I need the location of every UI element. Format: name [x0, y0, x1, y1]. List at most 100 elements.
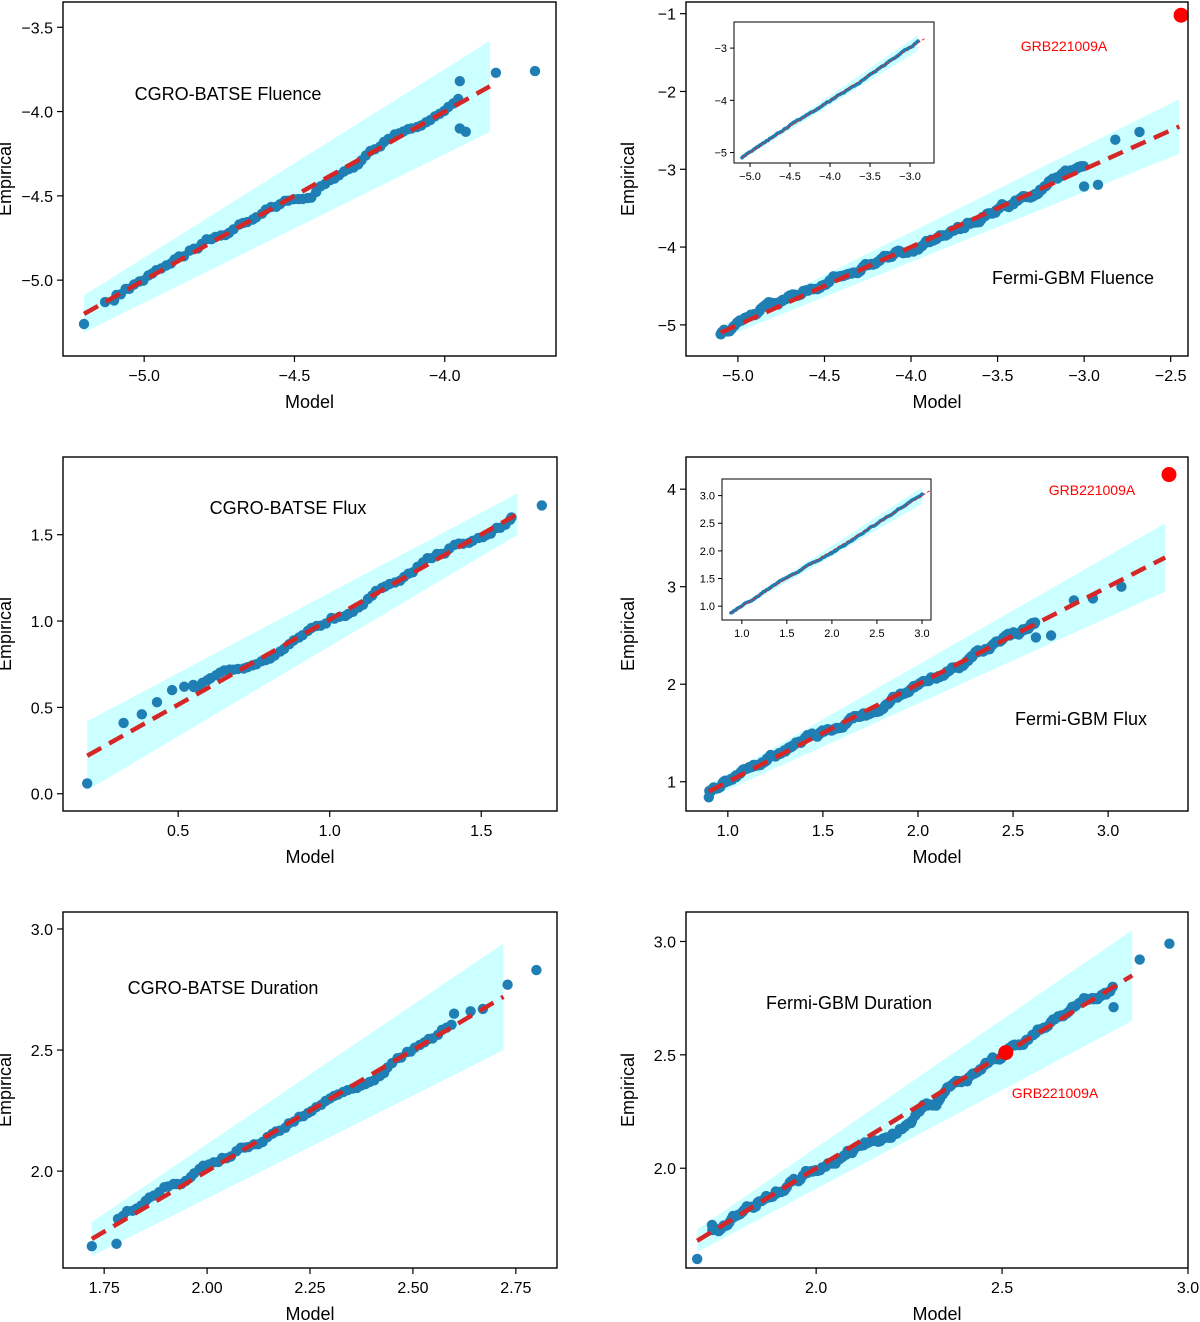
data-point — [529, 65, 541, 77]
plot-area — [692, 930, 1175, 1265]
panel-title: CGRO-BATSE Flux — [210, 498, 367, 518]
panel-title: Fermi-GBM Fluence — [992, 268, 1154, 288]
y-axis-label: Empirical — [618, 597, 638, 671]
y-tick-label: −4.0 — [21, 105, 53, 122]
x-tick-label: 2.0 — [907, 823, 929, 840]
data-point — [490, 67, 502, 79]
data-point — [179, 681, 190, 692]
data-point — [118, 717, 129, 729]
y-tick-label: 2.0 — [31, 1164, 53, 1181]
panel-5: 1.75 2.00 2.25 2.50 2.75 2.0 2.5 3.0 Model Empiri… — [0, 911, 558, 1322]
axes-frame — [685, 1, 1189, 357]
inset-y-tick-label: −5 — [714, 148, 727, 160]
data-point — [465, 1006, 476, 1017]
x-tick-label: 1.5 — [812, 823, 834, 840]
data-point — [136, 709, 147, 720]
highlight-label: GRB221009A — [1021, 38, 1108, 54]
panel-2: GRB221009A −5.0 −4.5 −4.0 −3.5 −3.0 −2.5 −5 −4 −3… — [618, 1, 1189, 412]
x-tick-label: 1.5 — [470, 823, 492, 840]
plot-area — [78, 40, 541, 333]
inset-plot: −5.0 −4.5 −4.0 −3.5 −3.0 −5 −4 −3 — [714, 21, 935, 183]
data-point — [692, 1253, 703, 1265]
data-point — [1030, 632, 1042, 643]
data-point — [82, 778, 93, 789]
inset-x-tick-label: 2.0 — [824, 628, 839, 640]
axes-frame — [62, 1, 557, 357]
inset-frame — [733, 21, 935, 164]
x-tick-label: −5.0 — [722, 368, 754, 385]
y-axis-label: Empirical — [618, 142, 638, 216]
x-tick-label: −4.0 — [895, 368, 927, 385]
inset-point — [920, 492, 924, 497]
panel-4: GRB221009A 1.0 1.5 2.0 2.5 3.0 1 2 3 4 Model Empiri… — [618, 456, 1189, 867]
y-tick-label: 3.0 — [654, 934, 676, 951]
inset-frame — [721, 478, 932, 621]
panel-title: CGRO-BATSE Duration — [128, 978, 319, 998]
x-tick-label: 1.75 — [89, 1280, 120, 1297]
plot-area — [82, 493, 547, 791]
x-tick-label: 0.5 — [167, 823, 189, 840]
data-point — [1078, 181, 1090, 192]
y-tick-label: 2 — [667, 677, 676, 694]
x-tick-label: 3.0 — [1097, 823, 1119, 840]
panel-title: Fermi-GBM Duration — [766, 993, 932, 1013]
data-point — [1134, 954, 1145, 965]
inset-y-tick-label: 2.5 — [700, 518, 715, 530]
y-tick-label: 3 — [667, 580, 676, 597]
data-point — [151, 697, 163, 708]
panel-title: CGRO-BATSE Fluence — [135, 84, 322, 104]
x-tick-label: −4.5 — [279, 368, 311, 385]
inset-x-tick-label: −3.5 — [859, 171, 881, 183]
axes-frame — [685, 456, 1189, 812]
fit-line — [719, 124, 1181, 335]
confidence-band — [87, 493, 518, 791]
data-point — [1110, 134, 1121, 145]
y-tick-label: −5 — [658, 318, 676, 335]
y-tick-label: −5.0 — [21, 273, 53, 290]
fit-line — [82, 84, 491, 316]
y-tick-label: −4 — [658, 240, 676, 257]
inset-x-tick-label: 1.0 — [734, 628, 749, 640]
data-point — [78, 318, 90, 330]
inset-plot-area — [740, 35, 927, 160]
y-tick-label: −3.5 — [21, 20, 53, 37]
data-point — [454, 76, 465, 87]
x-tick-label: −2.5 — [1155, 368, 1187, 385]
data-point — [86, 1241, 98, 1252]
y-axis-label: Empirical — [0, 597, 15, 671]
y-tick-label: −2 — [658, 84, 676, 101]
x-tick-label: −4.5 — [809, 368, 841, 385]
x-tick-label: 2.0 — [805, 1280, 827, 1297]
x-axis-label: Model — [912, 1304, 961, 1322]
data-point — [1092, 179, 1104, 190]
data-point — [166, 684, 178, 696]
plot-area — [86, 943, 542, 1256]
x-tick-label: −3.5 — [982, 368, 1014, 385]
inset-x-tick-label: −3.0 — [899, 171, 921, 183]
y-axis-label: Empirical — [0, 142, 15, 216]
inset-x-tick-label: −4.5 — [779, 171, 801, 183]
inset-x-tick-label: −5.0 — [739, 171, 761, 183]
data-point — [111, 1238, 122, 1250]
data-point — [188, 679, 199, 691]
x-tick-label: 3.0 — [1177, 1280, 1199, 1297]
x-axis-label: Model — [912, 847, 961, 867]
inset-y-tick-label: 1.0 — [700, 601, 715, 613]
highlight-point — [1161, 467, 1177, 483]
panel-3: 0.5 1.0 1.5 0.0 0.5 1.0 1.5 Model Empirical CGRO-… — [0, 456, 558, 867]
y-tick-label: 0.5 — [31, 700, 53, 717]
x-axis-label: Model — [285, 392, 334, 412]
data-point — [1164, 938, 1175, 949]
x-tick-label: −3.0 — [1068, 368, 1100, 385]
y-tick-label: 2.5 — [654, 1048, 676, 1065]
panel-6: GRB221009A 2.0 2.5 3.0 2.0 2.5 3.0 Model Empiric… — [618, 911, 1199, 1322]
highlight-point — [998, 1045, 1014, 1061]
highlight-label: GRB221009A — [1012, 1085, 1099, 1101]
y-tick-label: −3 — [658, 162, 676, 179]
inset-x-tick-label: −4.0 — [819, 171, 841, 183]
highlight-label: GRB221009A — [1049, 482, 1136, 498]
fit-line — [695, 973, 1134, 1243]
y-axis-label: Empirical — [618, 1053, 638, 1127]
data-point — [703, 792, 714, 803]
x-tick-label: 2.5 — [1002, 823, 1024, 840]
